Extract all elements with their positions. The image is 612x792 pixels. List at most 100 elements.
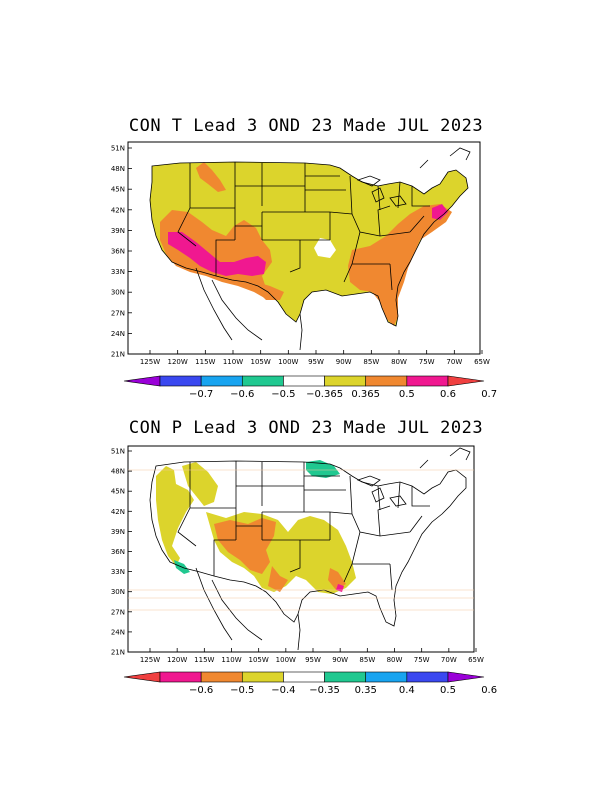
colorbar-segment [200,375,243,387]
lon-tick-label: 65W [474,358,490,366]
lat-tick-label: 42N [111,206,125,214]
lat-tick-label: 33N [111,568,125,576]
colorbar-label: 0.6 [481,685,497,696]
lat-tick-label: 30N [111,289,125,297]
precipitation-map-lon-axis: 125W 120W 115W 110W 105W 100W 95W 90W 85W 80W 75W 7… [140,648,484,664]
precipitation-map-guide-lines [128,469,474,611]
lon-tick-label: 100W [278,358,298,366]
lat-tick-label: 21N [111,351,125,359]
lat-tick-label: 24N [111,330,125,338]
colorbar-label: 0.365 [351,389,380,400]
temperature-map-title: CON T Lead 3 OND 23 Made JUL 2023 [128,116,484,136]
lat-tick-label: 36N [111,548,125,556]
lon-tick-label: 125W [140,656,160,664]
colorbar-label: −0.6 [230,389,254,400]
lon-tick-label: 85W [363,358,379,366]
colorbar-end [123,375,161,387]
lon-tick-label: 115W [194,656,214,664]
lon-tick-label: 110W [223,358,243,366]
lat-tick-label: 45N [111,488,125,496]
precip-field-dry-west [156,466,194,566]
colorbar-label: −0.365 [306,389,343,400]
lon-tick-label: 75W [414,656,430,664]
lon-tick-label: 120W [167,656,187,664]
lon-tick-label: 115W [195,358,215,366]
lat-tick-label: 24N [111,628,125,636]
lon-tick-label: 90W [332,656,348,664]
precip-field-dry-south-mid [328,568,346,590]
precip-field-wet-north [306,460,340,478]
colorbar-label: 0.5 [399,389,415,400]
colorbar-segment [324,671,367,683]
lon-tick-label: 110W [221,656,241,664]
colorbar-segment [283,375,325,387]
lat-tick-label: 27N [111,309,125,317]
colorbar-segment [324,375,367,387]
lat-tick-label: 39N [111,528,125,536]
temp-field-mid-east [348,204,452,326]
lon-tick-label: 120W [168,358,188,366]
lon-tick-label: 80W [387,656,403,664]
colorbar-label: −0.5 [271,389,295,400]
colorbar-label: 0.35 [355,685,377,696]
precipitation-map-title: CON P Lead 3 OND 23 Made JUL 2023 [128,418,484,438]
temp-field-mid-gulf [256,282,284,300]
temperature-colorbar: −0.7 −0.6 −0.5 −0.365 0.365 0.5 0.6 0.7 [123,375,497,400]
lat-tick-label: 48N [111,468,125,476]
colorbar-segment [406,375,449,387]
colorbar-segment [283,671,325,683]
precipitation-map-boundaries [127,445,475,653]
colorbar-end [447,671,485,683]
precip-field-dry-north [182,462,218,506]
lat-tick-label: 42N [111,508,125,516]
lon-tick-label: 85W [359,656,375,664]
lon-tick-label: 105W [249,656,269,664]
precip-field-dry-texas-mid [268,566,288,592]
lon-tick-label: 70W [441,656,457,664]
colorbar-label: −0.4 [271,685,295,696]
lon-tick-label: 95W [305,656,321,664]
colorbar-segment [241,671,284,683]
lat-tick-label: 39N [111,227,125,235]
colorbar-label: 0.7 [481,389,497,400]
colorbar-segment [159,671,202,683]
temperature-map-lon-axis: 125W 120W 115W 110W 105W 100W 95W 90W 85W 80W 75W 7… [140,350,490,366]
colorbar-end [123,671,161,683]
lat-tick-label: 51N [111,145,125,153]
colorbar-segment [365,671,408,683]
temp-field-mid-north [196,162,226,192]
precipitation-anomaly-fields [156,460,356,594]
lon-tick-label: 95W [308,358,324,366]
colorbar-segment [241,375,284,387]
lat-tick-label: 36N [111,248,125,256]
lat-tick-label: 30N [111,588,125,596]
lon-tick-label: 125W [140,358,160,366]
colorbar-label: −0.35 [309,685,340,696]
lat-tick-label: 51N [111,448,125,456]
lon-tick-label: 70W [446,358,462,366]
lon-tick-label: 105W [251,358,271,366]
colorbar-segment [200,671,243,683]
temp-field-neutral [314,238,336,258]
lon-tick-label: 75W [419,358,435,366]
temp-field-high-northeast [432,204,448,220]
temperature-map-boundaries [127,141,481,355]
lon-tick-label: 90W [336,358,352,366]
precipitation-colorbar: −0.6 −0.5 −0.4 −0.35 0.35 0.4 0.5 0.6 [123,671,497,696]
lon-tick-label: 100W [276,656,296,664]
lat-tick-label: 21N [111,649,125,657]
temperature-map-lat-axis: 51N 48N 45N 42N 39N 36N 33N 30N 27N 24N 21N [111,145,132,359]
colorbar-label: −0.5 [230,685,254,696]
lat-tick-label: 45N [111,186,125,194]
temperature-anomaly-fields [150,162,468,326]
colorbar-segment [159,375,202,387]
colorbar-segment [406,671,449,683]
lat-tick-label: 33N [111,268,125,276]
temp-field-mid-west [160,210,280,300]
colorbar-label: −0.6 [189,685,213,696]
colorbar-label: 0.6 [440,389,456,400]
precipitation-map-lat-axis: 51N 48N 45N 42N 39N 36N 33N 30N 27N 24N 21N [111,448,132,657]
precip-field-dry-southwest-mid [214,518,276,574]
colorbar-label: −0.7 [189,389,213,400]
